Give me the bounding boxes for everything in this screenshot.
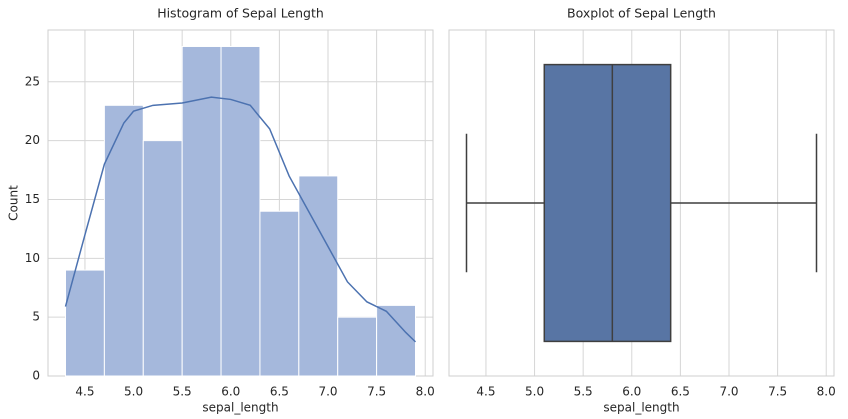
plot-frame [448, 29, 835, 377]
histogram-bar [259, 210, 300, 377]
histogram-bar [181, 45, 222, 377]
x-tick-label: 8.0 [416, 385, 435, 399]
y-tick-label: 25 [25, 74, 40, 88]
x-tick-label: 6.0 [221, 385, 240, 399]
y-tick-label: 5 [32, 310, 40, 324]
x-axis-label: sepal_length [603, 401, 679, 415]
y-tick-label: 0 [32, 369, 40, 383]
x-tick-label: 4.5 [476, 385, 495, 399]
chart-title: Boxplot of Sepal Length [567, 6, 716, 21]
histogram-bar [103, 104, 144, 377]
x-tick-label: 5.0 [525, 385, 544, 399]
histogram-bar [220, 45, 261, 377]
x-tick-label: 5.0 [124, 385, 143, 399]
y-tick-label: 15 [25, 192, 40, 206]
x-tick-label: 5.5 [173, 385, 192, 399]
x-tick-label: 5.5 [574, 385, 593, 399]
histogram-bar [142, 140, 183, 377]
x-tick-label: 7.5 [367, 385, 386, 399]
x-axis-label: sepal_length [202, 401, 278, 415]
y-tick-label: 10 [25, 251, 40, 265]
histogram-bar [337, 316, 378, 377]
x-tick-label: 8.0 [817, 385, 836, 399]
x-tick-label: 6.0 [622, 385, 641, 399]
x-tick-label: 4.5 [75, 385, 94, 399]
y-axis-label: Count [7, 185, 21, 221]
kde-line [64, 96, 417, 343]
histogram-bar [376, 304, 417, 377]
histogram-bar [65, 269, 105, 377]
chart-title: Histogram of Sepal Length [157, 6, 324, 21]
x-tick-label: 6.5 [671, 385, 690, 399]
y-tick-label: 20 [25, 133, 40, 147]
x-tick-label: 7.0 [318, 385, 337, 399]
x-tick-label: 7.0 [719, 385, 738, 399]
box [543, 63, 672, 343]
x-tick-label: 7.5 [768, 385, 787, 399]
x-tick-label: 6.5 [270, 385, 289, 399]
histogram-bar [298, 175, 339, 377]
